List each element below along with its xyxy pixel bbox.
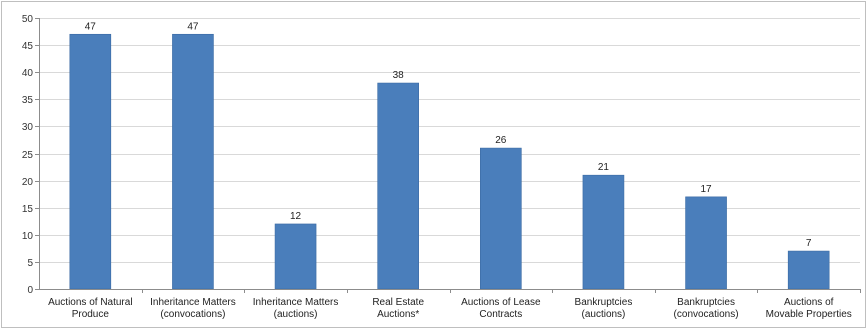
y-tick-label: 40 <box>22 68 34 79</box>
category-label: Auctions of Natural <box>48 297 133 308</box>
data-label: 7 <box>806 238 812 249</box>
grid-lines <box>39 18 860 263</box>
y-tick-label: 5 <box>27 258 33 269</box>
data-label: 47 <box>187 21 199 32</box>
y-tick-label: 45 <box>22 41 34 52</box>
category-label: (auctions) <box>581 309 625 320</box>
y-tick-label: 10 <box>22 231 34 242</box>
category-label: Movable Properties <box>766 309 852 320</box>
bar <box>787 250 830 290</box>
data-label: 47 <box>85 21 97 32</box>
y-axis: 0 5 10 15 20 25 30 35 40 45 50 <box>22 14 40 296</box>
category-label: Auctions of Lease <box>461 297 541 308</box>
category-label: Produce <box>72 309 110 320</box>
data-label: 38 <box>393 70 405 81</box>
bar <box>274 223 317 290</box>
category-label: Inheritance Matters <box>253 297 339 308</box>
category-label: Contracts <box>479 309 522 320</box>
bar <box>69 33 112 290</box>
y-tick-label: 35 <box>22 95 34 106</box>
category-label: Inheritance Matters <box>150 297 236 308</box>
category-label: Auctions* <box>377 309 419 320</box>
category-label: Bankruptcies <box>677 297 735 308</box>
category-label: Real Estate <box>372 297 424 308</box>
y-tick-label: 50 <box>22 14 34 25</box>
data-label: 17 <box>701 184 713 195</box>
category-label: Auctions of <box>784 297 834 308</box>
y-tick-label: 25 <box>22 150 34 161</box>
y-tick-label: 15 <box>22 204 34 215</box>
data-label: 12 <box>290 211 302 222</box>
bar <box>582 174 625 290</box>
bars <box>69 33 830 290</box>
bar <box>480 147 522 290</box>
category-label: (convocations) <box>674 309 739 320</box>
data-labels: 47 47 12 38 26 21 17 7 <box>85 21 812 249</box>
category-label: (convocations) <box>160 309 225 320</box>
data-label: 21 <box>598 162 610 173</box>
category-label: (auctions) <box>274 309 318 320</box>
bar <box>172 33 214 290</box>
data-label: 26 <box>495 135 507 146</box>
category-label: Bankruptcies <box>575 297 633 308</box>
bar <box>685 196 727 290</box>
y-tick-label: 20 <box>22 177 34 188</box>
y-tick-label: 0 <box>27 285 33 296</box>
y-tick-label: 30 <box>22 122 34 133</box>
bar <box>377 82 419 290</box>
